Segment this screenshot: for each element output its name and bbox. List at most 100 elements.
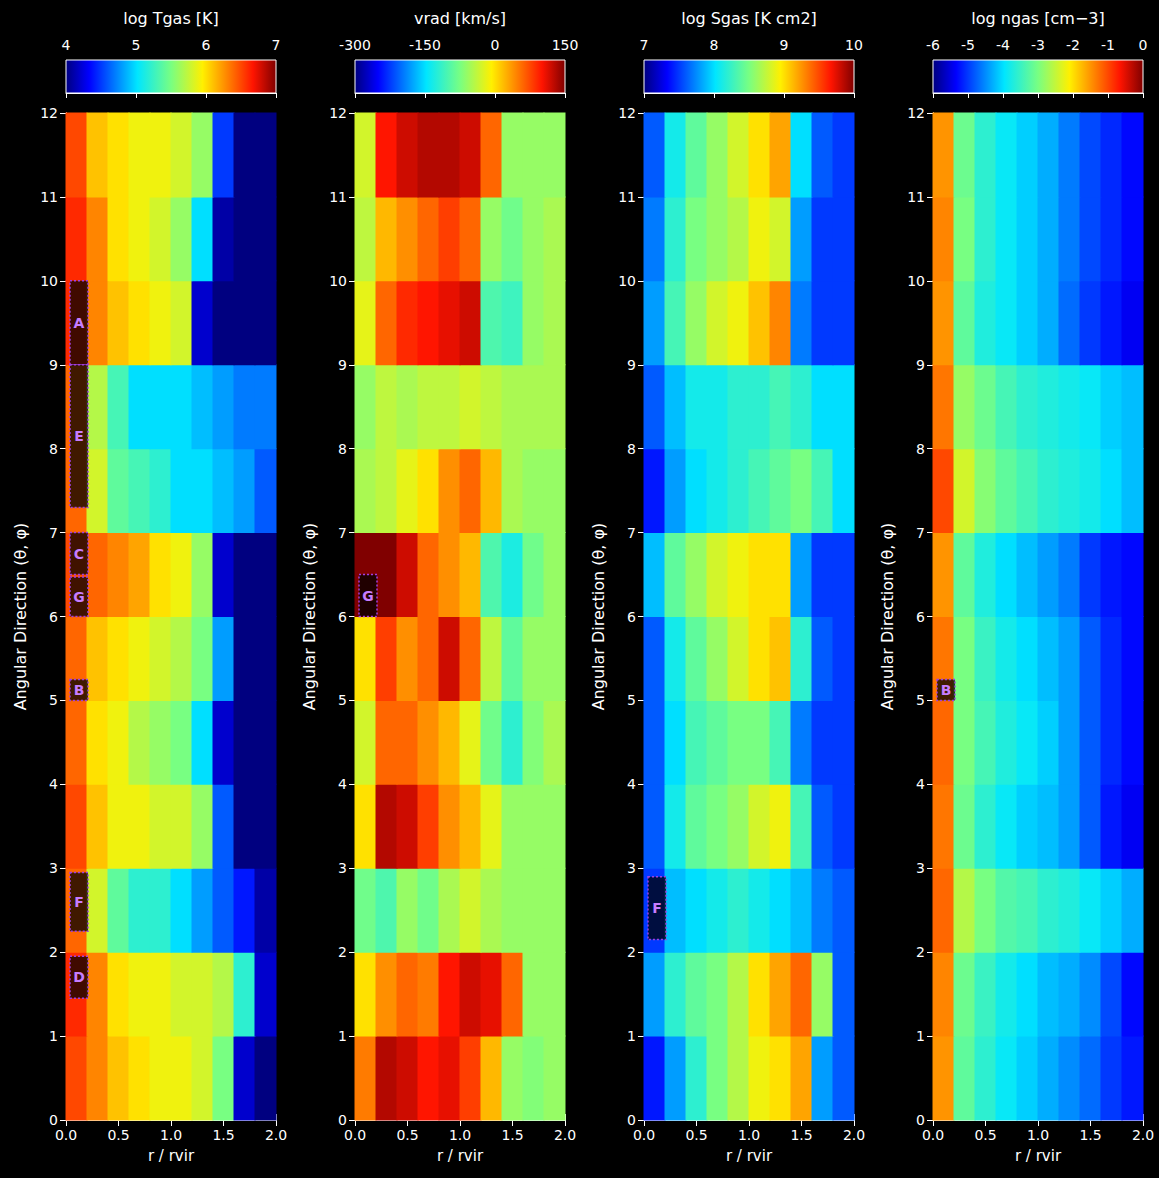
svg-text:r / rvir: r / rvir: [148, 1147, 195, 1165]
svg-text:2: 2: [627, 944, 636, 960]
svg-text:1.0: 1.0: [449, 1127, 471, 1143]
svg-text:3: 3: [916, 860, 925, 876]
svg-text:A: A: [74, 315, 85, 331]
svg-text:Angular Direction (θ, φ): Angular Direction (θ, φ): [878, 523, 897, 711]
svg-text:4: 4: [627, 776, 636, 792]
svg-text:12: 12: [907, 105, 925, 121]
svg-text:0.0: 0.0: [633, 1127, 655, 1143]
svg-text:8: 8: [916, 441, 925, 457]
svg-text:-2: -2: [1066, 37, 1080, 53]
svg-text:2: 2: [338, 944, 347, 960]
svg-text:1.5: 1.5: [212, 1127, 234, 1143]
svg-text:10: 10: [618, 273, 636, 289]
svg-text:10: 10: [845, 37, 863, 53]
svg-text:7: 7: [916, 525, 925, 541]
svg-text:8: 8: [627, 441, 636, 457]
svg-text:vrad [km/s]: vrad [km/s]: [414, 9, 506, 28]
svg-text:8: 8: [338, 441, 347, 457]
svg-text:1.5: 1.5: [501, 1127, 523, 1143]
svg-text:2: 2: [916, 944, 925, 960]
svg-text:10: 10: [329, 273, 347, 289]
svg-text:1: 1: [338, 1028, 347, 1044]
svg-text:log Sgas [K cm2]: log Sgas [K cm2]: [681, 9, 817, 28]
svg-text:-6: -6: [926, 37, 940, 53]
svg-text:r / rvir: r / rvir: [1015, 1147, 1062, 1165]
svg-text:-3: -3: [1031, 37, 1045, 53]
svg-text:1.0: 1.0: [738, 1127, 760, 1143]
svg-text:2: 2: [49, 944, 58, 960]
svg-text:D: D: [73, 969, 85, 985]
svg-text:r / rvir: r / rvir: [437, 1147, 484, 1165]
svg-text:6: 6: [627, 609, 636, 625]
svg-text:11: 11: [618, 189, 636, 205]
svg-text:log Tgas [K]: log Tgas [K]: [123, 9, 219, 28]
svg-text:7: 7: [272, 37, 281, 53]
svg-text:1.0: 1.0: [1027, 1127, 1049, 1143]
svg-text:12: 12: [329, 105, 347, 121]
svg-text:E: E: [74, 428, 84, 444]
svg-text:C: C: [74, 546, 84, 562]
svg-text:4: 4: [916, 776, 925, 792]
svg-text:G: G: [362, 588, 374, 604]
svg-text:0.0: 0.0: [344, 1127, 366, 1143]
svg-text:0: 0: [627, 1112, 636, 1128]
svg-text:0.5: 0.5: [107, 1127, 129, 1143]
svg-text:7: 7: [338, 525, 347, 541]
svg-text:-150: -150: [409, 37, 441, 53]
svg-text:6: 6: [338, 609, 347, 625]
svg-text:6: 6: [202, 37, 211, 53]
svg-text:3: 3: [49, 860, 58, 876]
svg-text:3: 3: [338, 860, 347, 876]
svg-text:2.0: 2.0: [554, 1127, 576, 1143]
svg-text:r / rvir: r / rvir: [726, 1147, 773, 1165]
svg-text:Angular Direction (θ, φ): Angular Direction (θ, φ): [589, 523, 608, 711]
svg-text:7: 7: [49, 525, 58, 541]
svg-text:9: 9: [780, 37, 789, 53]
svg-text:2.0: 2.0: [843, 1127, 865, 1143]
svg-text:10: 10: [40, 273, 58, 289]
svg-text:6: 6: [916, 609, 925, 625]
svg-text:10: 10: [907, 273, 925, 289]
svg-text:5: 5: [132, 37, 141, 53]
svg-text:2.0: 2.0: [265, 1127, 287, 1143]
svg-text:1: 1: [916, 1028, 925, 1044]
svg-text:B: B: [74, 682, 85, 698]
svg-text:0: 0: [338, 1112, 347, 1128]
svg-text:0: 0: [916, 1112, 925, 1128]
svg-text:7: 7: [627, 525, 636, 541]
svg-text:Angular Direction (θ, φ): Angular Direction (θ, φ): [300, 523, 319, 711]
svg-text:-4: -4: [996, 37, 1010, 53]
svg-text:8: 8: [710, 37, 719, 53]
svg-text:1.5: 1.5: [790, 1127, 812, 1143]
svg-text:1: 1: [49, 1028, 58, 1044]
svg-text:9: 9: [49, 357, 58, 373]
svg-text:G: G: [73, 589, 85, 605]
svg-text:0.0: 0.0: [55, 1127, 77, 1143]
svg-text:0: 0: [491, 37, 500, 53]
svg-text:4: 4: [49, 776, 58, 792]
svg-text:0.0: 0.0: [922, 1127, 944, 1143]
svg-text:B: B: [941, 682, 952, 698]
svg-text:-1: -1: [1101, 37, 1115, 53]
svg-text:9: 9: [627, 357, 636, 373]
svg-text:11: 11: [907, 189, 925, 205]
svg-text:F: F: [74, 894, 84, 910]
svg-text:12: 12: [618, 105, 636, 121]
svg-text:0.5: 0.5: [974, 1127, 996, 1143]
svg-text:12: 12: [40, 105, 58, 121]
svg-text:1.0: 1.0: [160, 1127, 182, 1143]
svg-text:9: 9: [916, 357, 925, 373]
svg-text:11: 11: [40, 189, 58, 205]
svg-text:11: 11: [329, 189, 347, 205]
svg-text:-5: -5: [961, 37, 975, 53]
svg-text:log ngas [cm−3]: log ngas [cm−3]: [971, 9, 1104, 28]
svg-text:0: 0: [1139, 37, 1148, 53]
svg-text:0: 0: [49, 1112, 58, 1128]
svg-text:3: 3: [627, 860, 636, 876]
svg-text:1.5: 1.5: [1079, 1127, 1101, 1143]
svg-text:F: F: [652, 900, 662, 916]
svg-text:5: 5: [338, 692, 347, 708]
svg-text:150: 150: [552, 37, 579, 53]
svg-text:2.0: 2.0: [1132, 1127, 1154, 1143]
svg-text:5: 5: [627, 692, 636, 708]
